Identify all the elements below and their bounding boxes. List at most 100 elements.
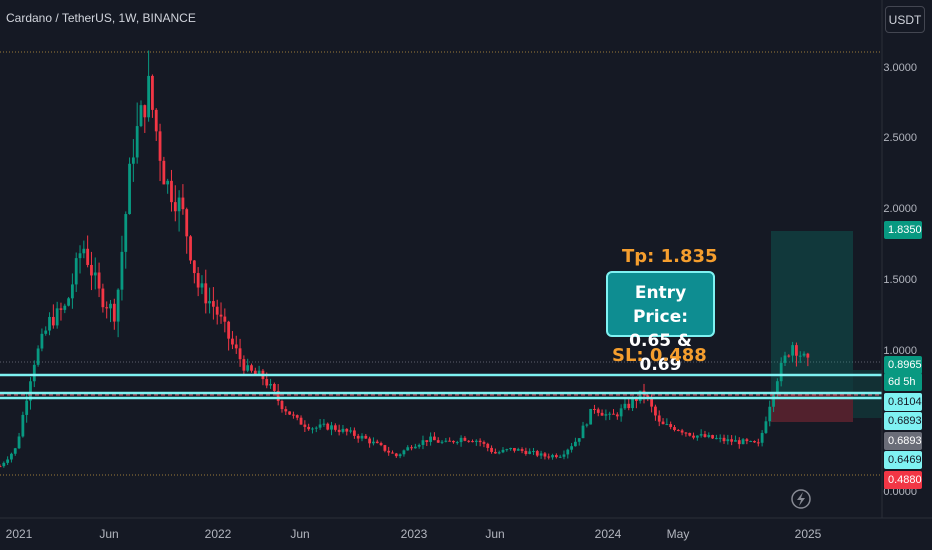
- candle-body: [505, 449, 509, 451]
- candle-body: [795, 345, 798, 356]
- candle-body: [551, 455, 554, 458]
- candle-body: [181, 197, 185, 210]
- candle-body: [631, 398, 634, 409]
- candle-body: [158, 131, 162, 161]
- candle-body: [791, 345, 795, 356]
- candle-body: [128, 163, 131, 215]
- candle-body: [593, 408, 596, 410]
- candle-body: [0, 466, 2, 468]
- candle-body: [6, 459, 10, 463]
- candle-body: [307, 426, 311, 430]
- lightning-icon[interactable]: [791, 489, 811, 509]
- candle-body: [25, 400, 29, 415]
- currency-button[interactable]: USDT: [885, 6, 925, 33]
- candle-body: [726, 439, 730, 442]
- candle-body: [143, 105, 147, 118]
- candle-body: [688, 432, 692, 436]
- candle-body: [665, 424, 669, 426]
- stop-loss-label: SL: 0.488: [612, 345, 707, 366]
- candle-body: [490, 447, 493, 452]
- price-axis[interactable]: 3.0000 2.5000 2.0000 1.5000 1.0000 0.0000: [883, 62, 917, 498]
- candle-body: [227, 321, 231, 339]
- candle-body: [676, 430, 680, 432]
- candle-body: [147, 75, 151, 118]
- candle-body: [204, 283, 208, 304]
- candle-body: [692, 435, 695, 438]
- candle-body: [734, 440, 737, 442]
- entry-price-box: Entry Price: 0.65 & 0.69: [606, 271, 715, 375]
- price-tag-take-profit: 1.8350: [884, 221, 922, 239]
- candle-body: [429, 436, 433, 442]
- candle-body: [650, 398, 654, 407]
- candle-body: [29, 381, 32, 401]
- candle-body: [48, 316, 51, 331]
- candle-body: [772, 393, 775, 407]
- candle-body: [520, 449, 524, 451]
- candle-body: [501, 449, 505, 453]
- candle-body: [177, 197, 181, 212]
- profit-zone: [771, 231, 853, 394]
- candle-body: [253, 370, 257, 375]
- price-tag-stop-loss: 0.4880: [884, 471, 922, 489]
- candle-body: [425, 440, 429, 442]
- candle-body: [585, 424, 589, 426]
- candle-body: [318, 424, 322, 428]
- candle-body: [71, 284, 74, 299]
- price-tag-level-upper: 0.8104: [884, 393, 922, 411]
- candle-body: [707, 435, 711, 437]
- candle-body: [535, 451, 539, 456]
- candle-body: [86, 248, 90, 265]
- candle-body: [82, 248, 86, 254]
- candle-body: [352, 430, 356, 436]
- symbol-title[interactable]: Cardano / TetherUS, 1W, BINANCE: [6, 11, 196, 25]
- y-tick-label: 1.5000: [883, 274, 917, 286]
- candle-body: [32, 364, 36, 382]
- candle-body: [295, 415, 299, 418]
- candle-body: [67, 298, 70, 306]
- x-tick-label: 2022: [205, 527, 232, 541]
- candle-body: [211, 301, 215, 307]
- candle-body: [185, 209, 189, 237]
- candle-body: [215, 306, 219, 315]
- candle-body: [170, 180, 173, 203]
- candle-body: [779, 362, 783, 382]
- take-profit-label: Tp: 1.835: [622, 246, 718, 267]
- candle-body: [349, 430, 352, 432]
- candle-body: [383, 445, 387, 451]
- candle-body: [703, 434, 707, 437]
- price-tag-last-price: 0.8965: [884, 356, 922, 374]
- candle-body: [59, 308, 63, 310]
- candle-body: [231, 338, 234, 345]
- candle-body: [654, 406, 657, 416]
- candle-body: [436, 440, 440, 443]
- horizontal-levels[interactable]: [0, 373, 882, 400]
- candle-body: [516, 449, 520, 451]
- price-tag-countdown: 6d 5h: [884, 373, 922, 391]
- candle-body: [63, 305, 67, 310]
- candle-body: [474, 440, 478, 442]
- candle-body: [74, 258, 78, 285]
- candle-body: [173, 202, 177, 212]
- candle-body: [539, 453, 543, 456]
- candle-body: [341, 428, 345, 432]
- candle-body: [154, 109, 158, 132]
- candle-body: [570, 446, 573, 450]
- candle-body: [417, 444, 421, 447]
- time-axis[interactable]: 2021 Jun 2022 Jun 2023 Jun 2024 May 2025: [6, 527, 822, 541]
- candle-body: [101, 288, 105, 308]
- dotted-guides: [0, 51, 882, 476]
- candle-body: [398, 454, 402, 457]
- candle-body: [669, 424, 673, 428]
- candle-body: [162, 160, 166, 185]
- candle-body: [330, 425, 333, 430]
- candle-body: [135, 126, 139, 158]
- candle-body: [90, 264, 93, 276]
- candle-body: [459, 437, 463, 443]
- candle-body: [345, 428, 349, 432]
- candle-body: [634, 398, 638, 401]
- candle-body: [284, 409, 288, 412]
- candle-body: [311, 428, 314, 430]
- candle-body: [394, 453, 398, 457]
